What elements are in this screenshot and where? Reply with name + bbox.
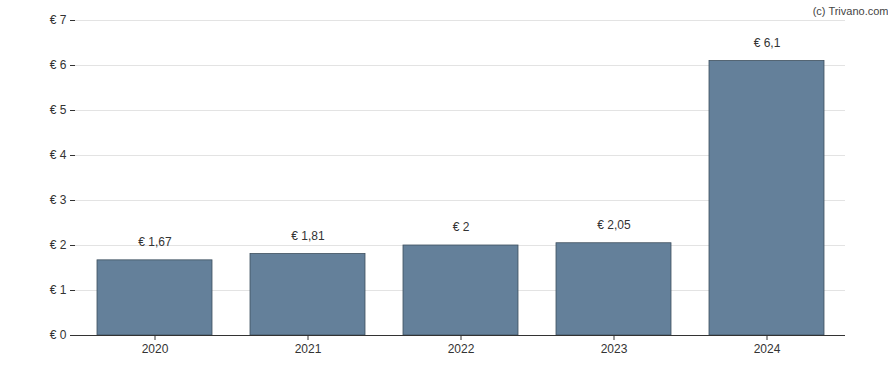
svg-text:€ 4: € 4 bbox=[50, 148, 67, 162]
svg-text:€ 0: € 0 bbox=[50, 328, 67, 342]
svg-text:2021: 2021 bbox=[295, 342, 322, 356]
svg-text:2022: 2022 bbox=[448, 342, 475, 356]
svg-text:€ 1: € 1 bbox=[50, 283, 67, 297]
svg-text:2020: 2020 bbox=[142, 342, 169, 356]
svg-text:€ 5: € 5 bbox=[50, 103, 67, 117]
svg-text:€ 1,67: € 1,67 bbox=[138, 235, 172, 249]
svg-text:€ 1,81: € 1,81 bbox=[291, 229, 325, 243]
svg-text:€ 2,05: € 2,05 bbox=[597, 218, 631, 232]
svg-text:€ 6,1: € 6,1 bbox=[754, 36, 781, 50]
svg-text:2024: 2024 bbox=[754, 342, 781, 356]
svg-text:€ 2: € 2 bbox=[453, 220, 470, 234]
svg-text:(c) Trivano.com: (c) Trivano.com bbox=[813, 5, 888, 17]
svg-text:€ 7: € 7 bbox=[50, 13, 67, 27]
svg-text:€ 3: € 3 bbox=[50, 193, 67, 207]
svg-text:€ 2: € 2 bbox=[50, 238, 67, 252]
svg-text:2023: 2023 bbox=[601, 342, 628, 356]
svg-text:€ 6: € 6 bbox=[50, 58, 67, 72]
